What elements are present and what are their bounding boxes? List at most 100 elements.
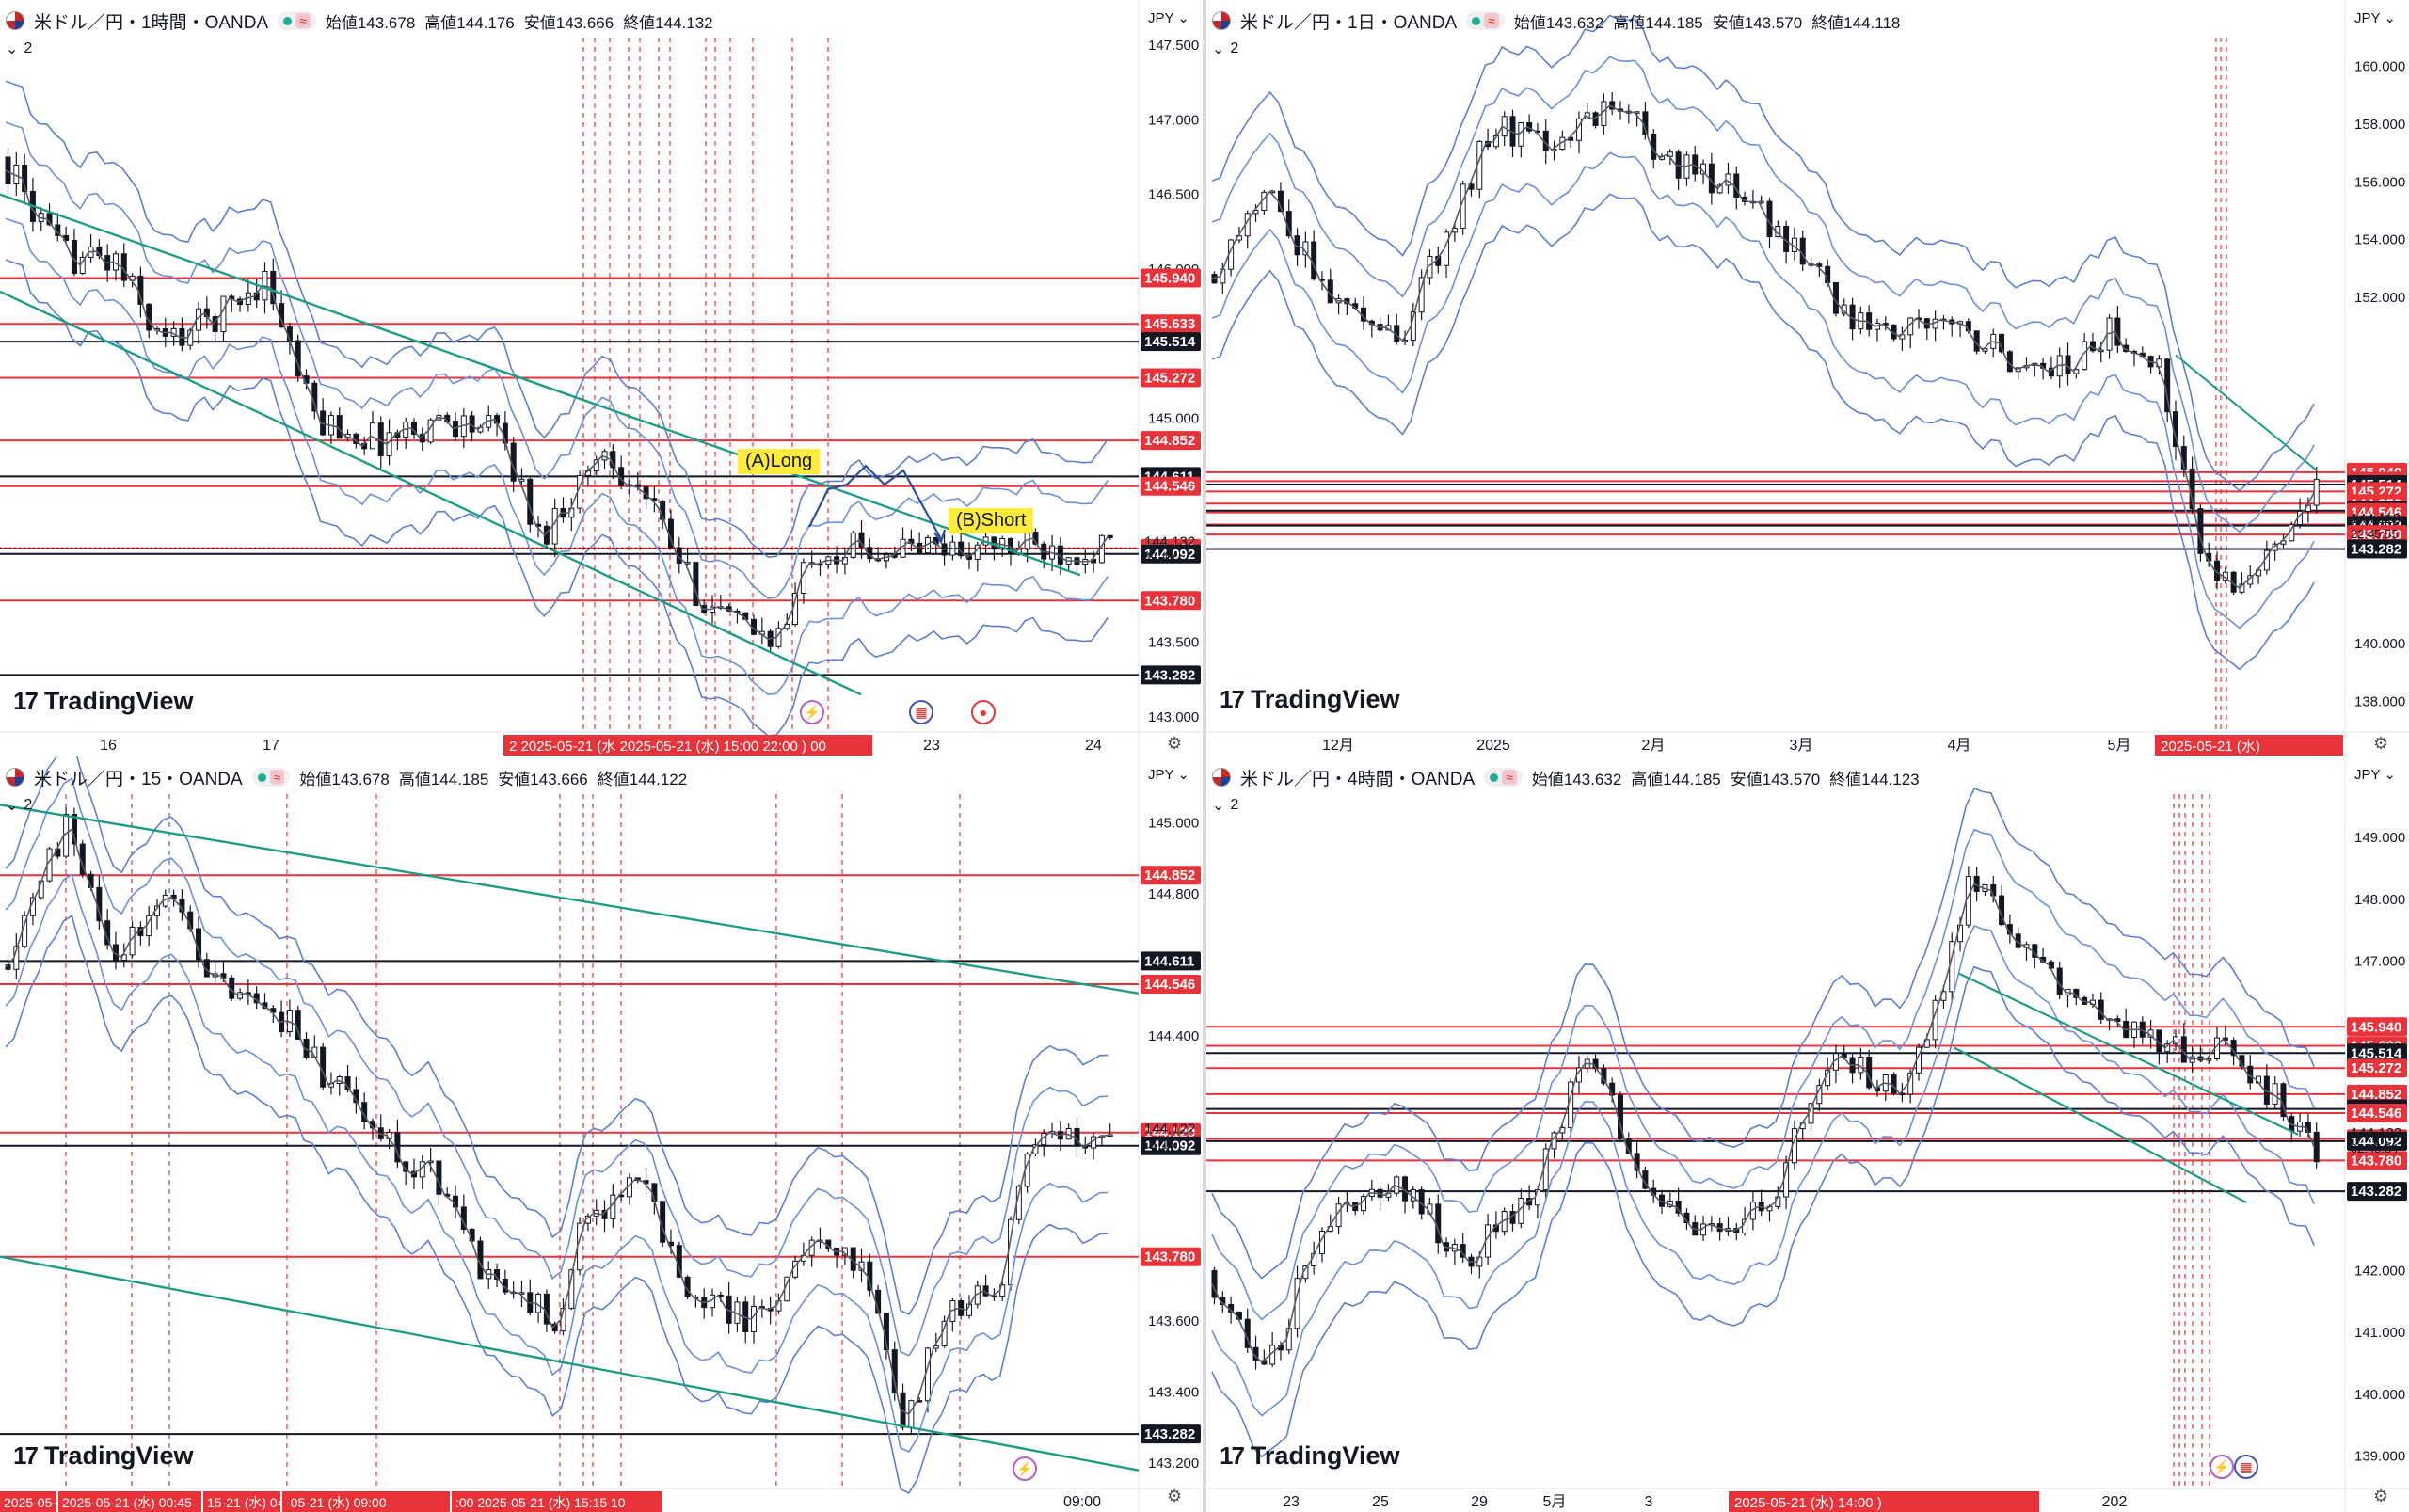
chart-panel-15m[interactable]: 145.000 144.800 144.400 143.600 143.400 143.2… (0, 756, 1203, 1512)
price-axis-tick: 143.600 (1148, 1313, 1199, 1329)
chart-panel-4h[interactable]: 149.000 148.000 147.000 142.000 141.000 140.0… (1206, 756, 2409, 1512)
watermark-text: TradingView (43, 1441, 194, 1470)
time-badge-text: -05-21 (水) 09:00 (286, 1495, 387, 1510)
price-label-box (1141, 332, 1201, 352)
price-label-text: 144.546 (1144, 479, 1195, 495)
time-axis-label: 24 (1085, 738, 1102, 754)
chart-panel-1h[interactable]: 147.500147.000146.500146.000145.000143.5… (0, 0, 1203, 756)
currency-selector[interactable]: JPY ⌄ (2354, 767, 2396, 783)
status-pill[interactable]: ≈ (1484, 768, 1523, 787)
price-axis-tick: 154.000 (2354, 232, 2405, 248)
annotation-a-long[interactable]: (A)Long (738, 449, 821, 474)
tradingview-watermark[interactable]: 17 TradingView (13, 687, 193, 716)
indicator-collapse[interactable]: ⌄ 2 (1212, 796, 1238, 815)
market-open-icon (283, 16, 293, 25)
price-label-box (2347, 1182, 2407, 1202)
bollinger-lower-outer (1211, 965, 2315, 1458)
us-event-flag-icon[interactable]: ▦ (2234, 1455, 2258, 1479)
symbol-title[interactable]: 米ドル／円・15・OANDA (34, 769, 243, 789)
currency-selector[interactable]: JPY ⌄ (1148, 767, 1189, 783)
status-pill[interactable]: ≈ (1466, 11, 1505, 30)
chart-canvas-15m[interactable]: 145.000 144.800 144.400 143.600 143.400 143.2… (0, 756, 1203, 1512)
status-pill[interactable]: ≈ (278, 11, 316, 30)
price-axis-tick: 148.000 (2354, 892, 2405, 908)
price-label-box (2347, 525, 2407, 545)
bollinger-upper-outer (1211, 14, 2315, 492)
time-axis-label: 12月 (1322, 738, 1354, 754)
chart-canvas-1h[interactable]: 147.500147.000146.500146.000145.000143.5… (0, 0, 1203, 756)
chart-canvas-1d[interactable]: 160.000 158.000 156.000 154.000 152.000 140.0… (1206, 0, 2409, 756)
ohlc-low: 安値143.570 (1712, 13, 1803, 32)
channel-upper-line (1958, 972, 2299, 1136)
price-label-text: 143.780 (1144, 1249, 1195, 1265)
price-label-text: 145.633 (1144, 316, 1195, 332)
time-axis-label: 5月 (2108, 738, 2131, 754)
gear-icon[interactable]: ⚙ (1167, 734, 1183, 753)
price-label-text: 144.092 (2351, 1134, 2401, 1150)
price-label-box (2347, 1151, 2407, 1170)
channel-lower-line (0, 1255, 1140, 1472)
channel-upper-line (0, 804, 1140, 995)
price-axis-tick: 140.000 (2354, 636, 2405, 652)
annotation-b-short[interactable]: (B)Short (949, 508, 1034, 533)
tradingview-logo-icon: 17 (13, 687, 39, 715)
price-axis-tick: 145.000 (1148, 815, 1199, 831)
moving-average-line (1211, 883, 2315, 1364)
gear-icon[interactable]: ⚙ (1167, 1487, 1183, 1505)
tradingview-watermark[interactable]: 17 TradingView (1220, 685, 1399, 714)
price-label-box (1141, 368, 1201, 388)
price-axis-tick: 156.000 (2354, 174, 2405, 190)
gear-icon[interactable]: ⚙ (2373, 734, 2389, 753)
gear-icon[interactable]: ⚙ (2373, 1487, 2389, 1505)
bollinger-upper-inner (1211, 56, 2315, 533)
symbol-title[interactable]: 米ドル／円・4時間・OANDA (1240, 769, 1476, 789)
tradingview-watermark[interactable]: 17 TradingView (13, 1441, 193, 1471)
price-label-text: 144.546 (1144, 977, 1195, 993)
currency-selector[interactable]: JPY ⌄ (1148, 10, 1189, 26)
time-badge-text: :00 2025-05-21 (水) 15:15 10 (455, 1495, 626, 1510)
ohlc-low: 安値143.666 (498, 770, 588, 788)
usdjpy-flag-icon (1212, 768, 1231, 787)
time-badge-text: 2 2025-05-21 (水 2025-05-21 (水) 15:00 22:… (509, 739, 826, 755)
indicator-collapse[interactable]: ⌄ 2 (6, 40, 32, 58)
us-event-flag-icon[interactable]: ▦ (909, 700, 933, 724)
price-label-box (2347, 1084, 2407, 1104)
price-axis-tick: 140.000 (2354, 1387, 2405, 1403)
scenario-arrow-path (808, 464, 942, 540)
market-open-icon (257, 772, 266, 782)
indicator-collapse[interactable]: ⌄ 2 (1212, 40, 1238, 58)
currency-label: JPY (1148, 10, 1174, 26)
usdjpy-flag-icon (6, 11, 24, 30)
event-lightning-icon[interactable]: ⚡ (1013, 1456, 1037, 1481)
price-label-box (1141, 431, 1201, 451)
price-axis-tick: 143.500 (1148, 635, 1199, 651)
status-pill[interactable]: ≈ (251, 768, 291, 787)
ohlc-open: 始値143.678 (299, 770, 390, 788)
symbol-title[interactable]: 米ドル／円・1日・OANDA (1240, 12, 1458, 33)
bollinger-lower-inner (5, 873, 1109, 1454)
bollinger-lower-outer (5, 259, 1109, 737)
time-badge (2155, 735, 2343, 756)
price-label-box (1141, 1424, 1201, 1444)
currency-selector[interactable]: JPY ⌄ (2354, 10, 2396, 26)
chart-canvas-4h[interactable]: 149.000 148.000 147.000 142.000 141.000 140.0… (1206, 756, 2409, 1512)
tradingview-logo-icon: 17 (1220, 1441, 1245, 1470)
ohlc-close: 終値144.122 (597, 770, 688, 788)
channel-upper-line (0, 193, 1081, 577)
tradingview-watermark[interactable]: 17 TradingView (1220, 1441, 1399, 1471)
jp-event-flag-icon[interactable]: ● (971, 700, 996, 724)
price-label-box (2347, 539, 2407, 559)
price-label-text: 145.940 (1144, 271, 1195, 287)
bollinger-lower-outer (5, 915, 1109, 1494)
price-axis-tick: 144.400 (1148, 1028, 1199, 1044)
symbol-title[interactable]: 米ドル／円・1時間・OANDA (34, 12, 269, 33)
chart-panel-1d[interactable]: 160.000 158.000 156.000 154.000 152.000 140.0… (1206, 0, 2409, 756)
event-lightning-icon[interactable]: ⚡ (800, 700, 824, 724)
data-delay-icon: ≈ (269, 770, 285, 785)
ohlc-high: 高値144.176 (424, 13, 515, 32)
bollinger-lower-inner (1211, 924, 2315, 1417)
bar-countdown: 47:49 (1144, 549, 1175, 564)
indicator-collapse[interactable]: ⌄ 2 (6, 796, 32, 815)
event-lightning-icon[interactable]: ⚡ (2210, 1455, 2234, 1479)
time-axis-label: 2025 (1476, 738, 1510, 754)
